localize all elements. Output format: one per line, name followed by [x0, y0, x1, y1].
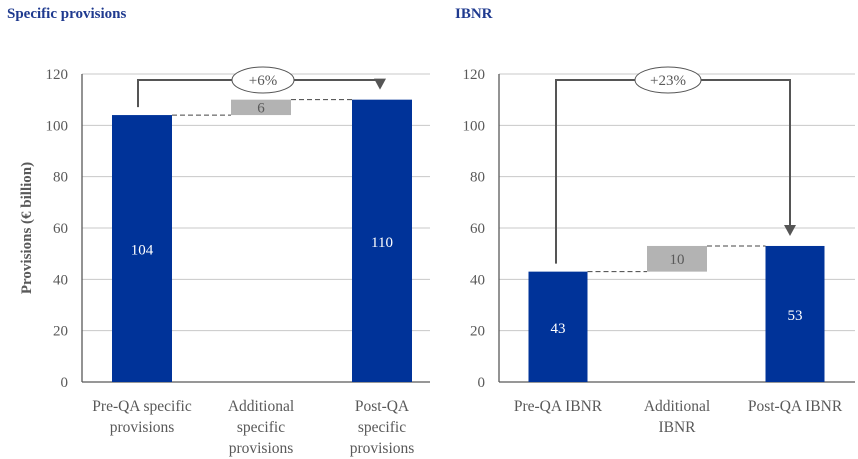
- chart-title-ibnr: IBNR: [455, 6, 493, 22]
- x-category-label: provisions: [350, 440, 415, 457]
- bar-value-label: 110: [371, 235, 393, 251]
- x-category-label: provisions: [229, 440, 294, 457]
- delta-bar: [647, 245, 707, 272]
- y-axis-title: Provisions (€ billion): [19, 162, 35, 294]
- y-tick-label: 120: [46, 67, 69, 83]
- y-tick-label: 120: [463, 67, 486, 83]
- x-category-label: Additional: [228, 398, 294, 415]
- bar-value-label: 53: [788, 308, 803, 324]
- bar: [352, 99, 412, 383]
- y-tick-label: 20: [470, 324, 485, 340]
- y-tick-label: 40: [470, 272, 485, 288]
- y-tick-label: 60: [470, 221, 485, 237]
- x-category-label: provisions: [110, 419, 175, 436]
- y-tick-label: 100: [463, 118, 486, 134]
- x-category-label: Post-QA: [355, 398, 410, 415]
- arrow-head-icon: [374, 78, 386, 90]
- y-tick-label: 80: [53, 170, 68, 186]
- bar: [765, 245, 825, 382]
- y-tick-label: 80: [470, 170, 485, 186]
- x-category-label: Pre-QA specific: [92, 398, 192, 415]
- arrow-head-icon: [784, 224, 796, 236]
- change-badge-label: +23%: [650, 73, 686, 89]
- x-category-label: specific: [237, 419, 285, 436]
- change-badge: [231, 66, 295, 94]
- delta-value-label: 6: [257, 100, 265, 116]
- bar: [112, 115, 172, 383]
- x-category-label: IBNR: [658, 419, 696, 436]
- delta-bar: [231, 99, 291, 116]
- delta-value-label: 10: [670, 252, 685, 268]
- change-badge-label: +6%: [249, 73, 277, 89]
- y-tick-label: 0: [478, 375, 486, 391]
- chart-title-specific-provisions: Specific provisions: [7, 6, 127, 22]
- y-tick-label: 100: [46, 118, 69, 134]
- x-category-label: specific: [358, 419, 406, 436]
- y-tick-label: 20: [53, 324, 68, 340]
- y-tick-label: 60: [53, 221, 68, 237]
- x-category-label: Pre-QA IBNR: [514, 398, 603, 415]
- change-badge: [634, 66, 702, 94]
- y-tick-label: 0: [61, 375, 69, 391]
- x-category-label: Additional: [644, 398, 710, 415]
- bar-value-label: 43: [551, 321, 566, 337]
- bar: [528, 271, 588, 382]
- x-category-label: Post-QA IBNR: [748, 398, 843, 415]
- change-arrow-line: [555, 79, 791, 264]
- y-tick-label: 40: [53, 272, 68, 288]
- bar-value-label: 104: [131, 243, 154, 259]
